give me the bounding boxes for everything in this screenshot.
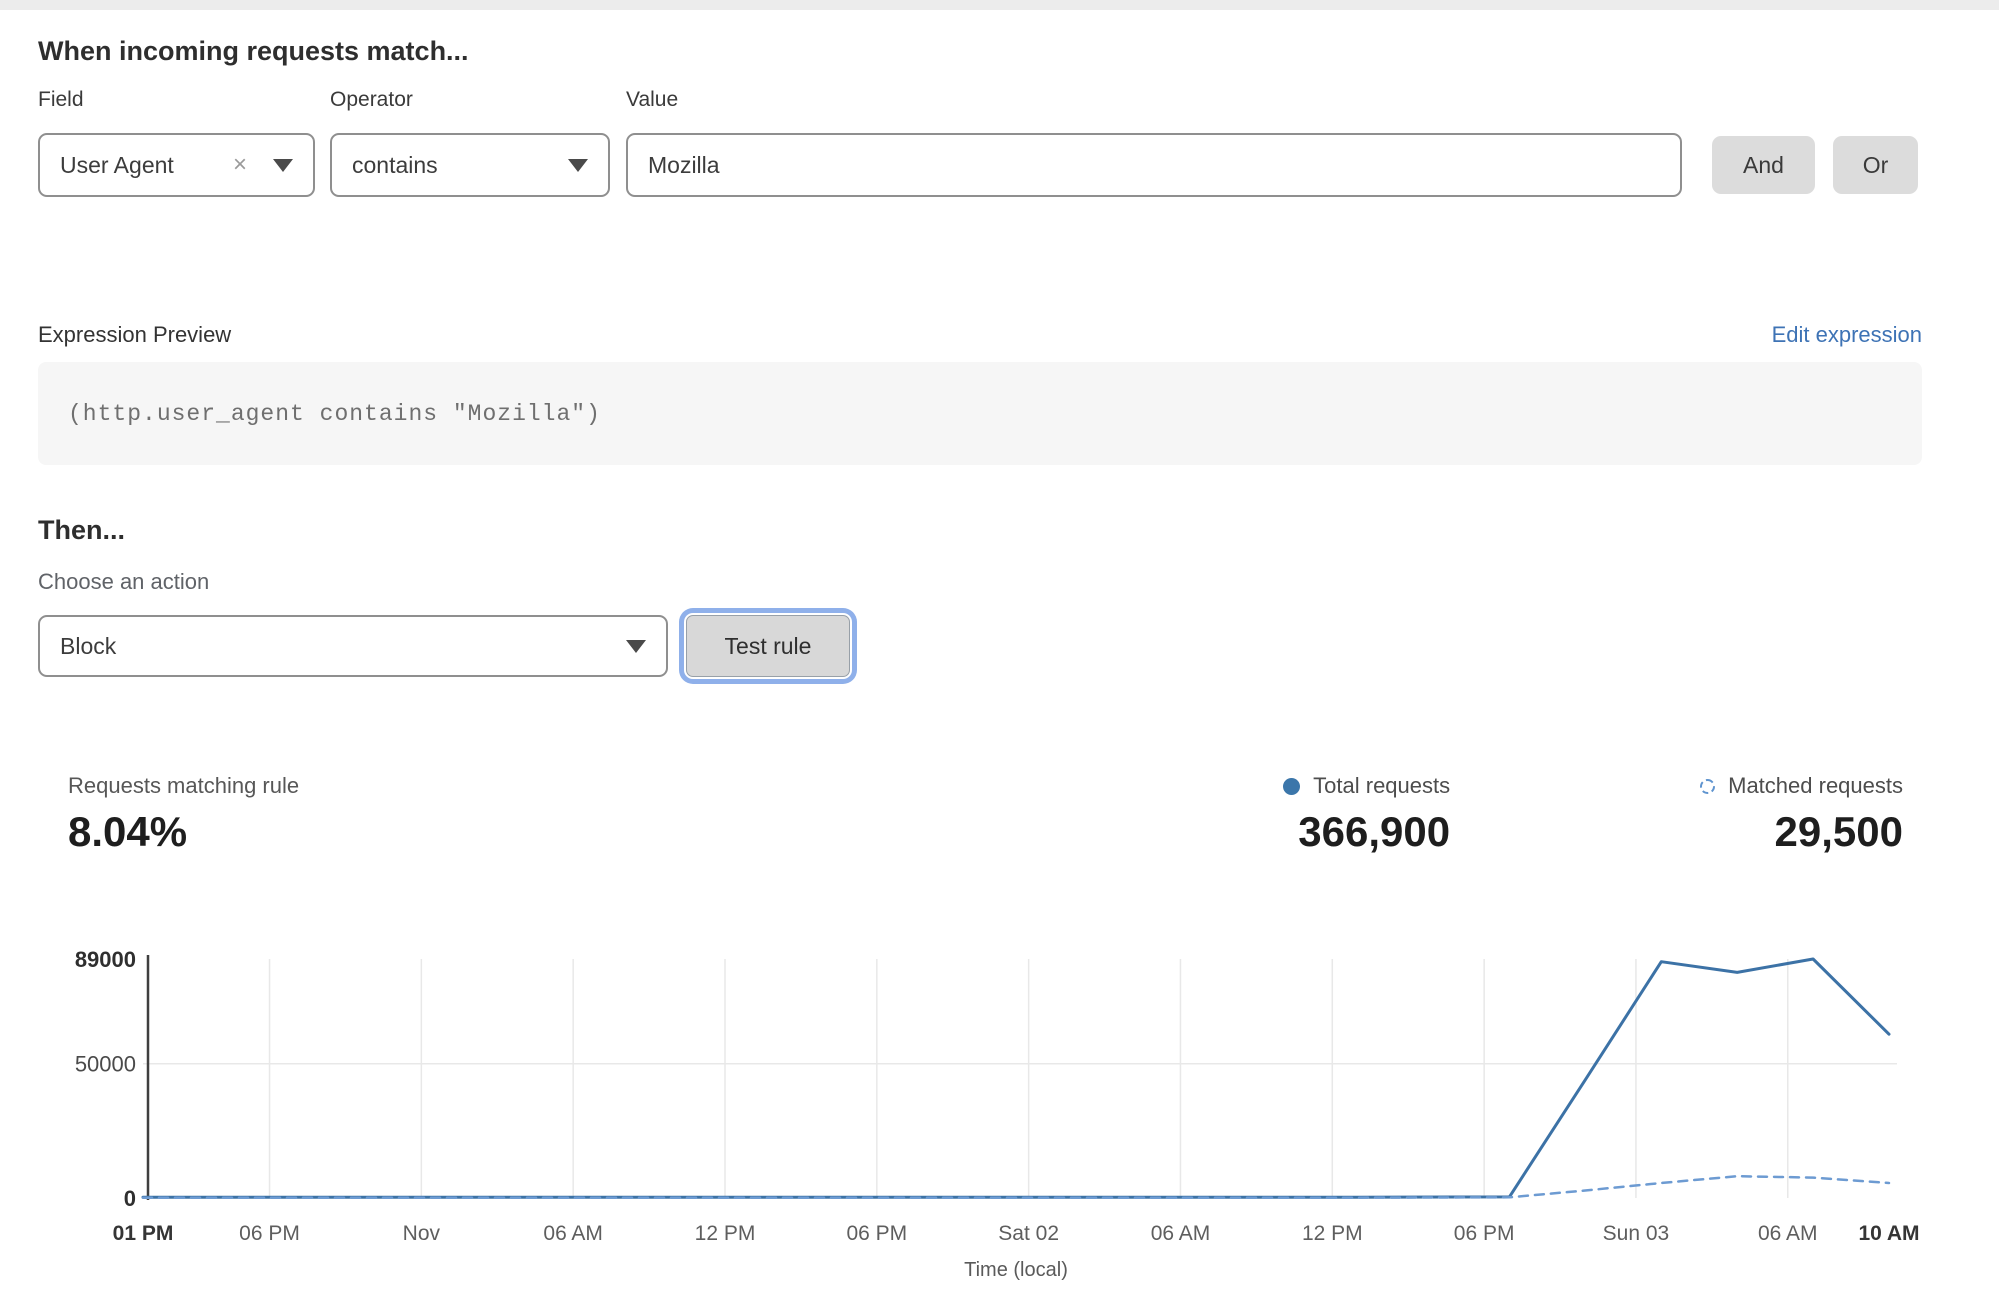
field-select[interactable]: User Agent × bbox=[38, 133, 315, 198]
x-tick-label: 06 AM bbox=[1151, 1222, 1211, 1245]
operator-group: Operator contains bbox=[330, 88, 610, 198]
connector-buttons: And Or bbox=[1712, 136, 1918, 195]
total-requests-value: 366,900 bbox=[1298, 808, 1451, 856]
edit-expression-link[interactable]: Edit expression bbox=[1771, 322, 1922, 348]
expression-header-row: Expression Preview Edit expression bbox=[38, 322, 1922, 348]
action-select-value: Block bbox=[60, 632, 117, 659]
expression-preview-label: Expression Preview bbox=[38, 322, 232, 348]
field-group: Field User Agent × bbox=[38, 88, 315, 198]
action-row: Block Test rule bbox=[38, 615, 1922, 678]
field-select-icons: × bbox=[233, 153, 293, 177]
or-button[interactable]: Or bbox=[1833, 136, 1918, 195]
operator-label: Operator bbox=[330, 88, 413, 112]
field-label: Field bbox=[38, 88, 84, 112]
requests-matching-value: 8.04% bbox=[68, 808, 188, 856]
and-button[interactable]: And bbox=[1712, 136, 1815, 195]
chevron-down-icon bbox=[626, 639, 646, 653]
x-tick-label: Sun 03 bbox=[1603, 1222, 1670, 1245]
then-heading: Then... bbox=[38, 515, 125, 546]
total-requests-line bbox=[141, 957, 1891, 1200]
matched-requests-legend: Matched requests bbox=[1700, 773, 1903, 799]
x-tick-label: 06 PM bbox=[239, 1222, 300, 1245]
matched-requests-value: 29,500 bbox=[1774, 808, 1903, 856]
x-tick-label: Sat 02 bbox=[998, 1222, 1059, 1245]
y-tick-label: 0 bbox=[124, 1186, 136, 1211]
rule-editor-panel: When incoming requests match... Field Us… bbox=[0, 35, 1999, 856]
rule-builder-row: Field User Agent × Operator contains Val… bbox=[38, 88, 1922, 198]
stats-row: Requests matching rule 8.04% Total reque… bbox=[38, 773, 1922, 856]
requests-chart-svg: 0 50000 89000 01 PM 06 PM Nov 06 AM 12 PM 06 PM S… bbox=[75, 947, 1920, 1281]
dashed-circle-icon bbox=[1700, 778, 1716, 794]
y-tick-label: 89000 bbox=[75, 947, 136, 972]
requests-matching-label: Requests matching rule bbox=[68, 773, 300, 799]
y-tick-label: 50000 bbox=[75, 1052, 136, 1077]
value-group: Value bbox=[626, 88, 1682, 198]
field-select-value: User Agent bbox=[60, 151, 174, 178]
chevron-down-icon bbox=[273, 158, 293, 172]
x-tick-label: 06 PM bbox=[1454, 1222, 1515, 1245]
total-requests-stat: Total requests 366,900 bbox=[1283, 773, 1450, 856]
matched-requests-label: Matched requests bbox=[1728, 773, 1903, 799]
action-select[interactable]: Block bbox=[38, 615, 668, 678]
requests-matching-stat: Requests matching rule 8.04% bbox=[68, 773, 299, 856]
matched-requests-stat: Matched requests 29,500 bbox=[1700, 773, 1903, 856]
matched-requests-line bbox=[141, 1175, 1891, 1200]
value-input[interactable] bbox=[626, 133, 1682, 198]
clear-icon[interactable]: × bbox=[232, 151, 247, 179]
x-tick-label: 12 PM bbox=[1302, 1222, 1363, 1245]
total-requests-legend: Total requests bbox=[1283, 773, 1450, 799]
x-tick-label: 06 PM bbox=[846, 1222, 907, 1245]
x-axis-title: Time (local) bbox=[964, 1259, 1068, 1281]
x-tick-label: 06 AM bbox=[1758, 1222, 1818, 1245]
x-tick-label: 10 AM bbox=[1858, 1222, 1919, 1245]
expression-code: (http.user_agent contains "Mozilla") bbox=[68, 400, 601, 427]
total-requests-label: Total requests bbox=[1313, 773, 1451, 799]
operator-select-value: contains bbox=[352, 151, 438, 178]
chevron-down-icon bbox=[568, 158, 588, 172]
test-rule-button[interactable]: Test rule bbox=[686, 615, 850, 678]
x-tick-label: 01 PM bbox=[113, 1222, 174, 1245]
x-tick-label: 06 AM bbox=[543, 1222, 603, 1245]
expression-preview-box: (http.user_agent contains "Mozilla") bbox=[38, 362, 1922, 466]
x-tick-label: Nov bbox=[403, 1222, 441, 1245]
solid-dot-icon bbox=[1283, 777, 1301, 795]
top-divider bbox=[0, 0, 1999, 10]
match-section-heading: When incoming requests match... bbox=[38, 36, 469, 66]
choose-action-label: Choose an action bbox=[38, 569, 210, 595]
operator-select[interactable]: contains bbox=[330, 133, 610, 198]
requests-chart: 0 50000 89000 01 PM 06 PM Nov 06 AM 12 PM 06 PM S… bbox=[0, 926, 1999, 1291]
value-label: Value bbox=[626, 88, 679, 112]
x-tick-label: 12 PM bbox=[695, 1222, 756, 1245]
